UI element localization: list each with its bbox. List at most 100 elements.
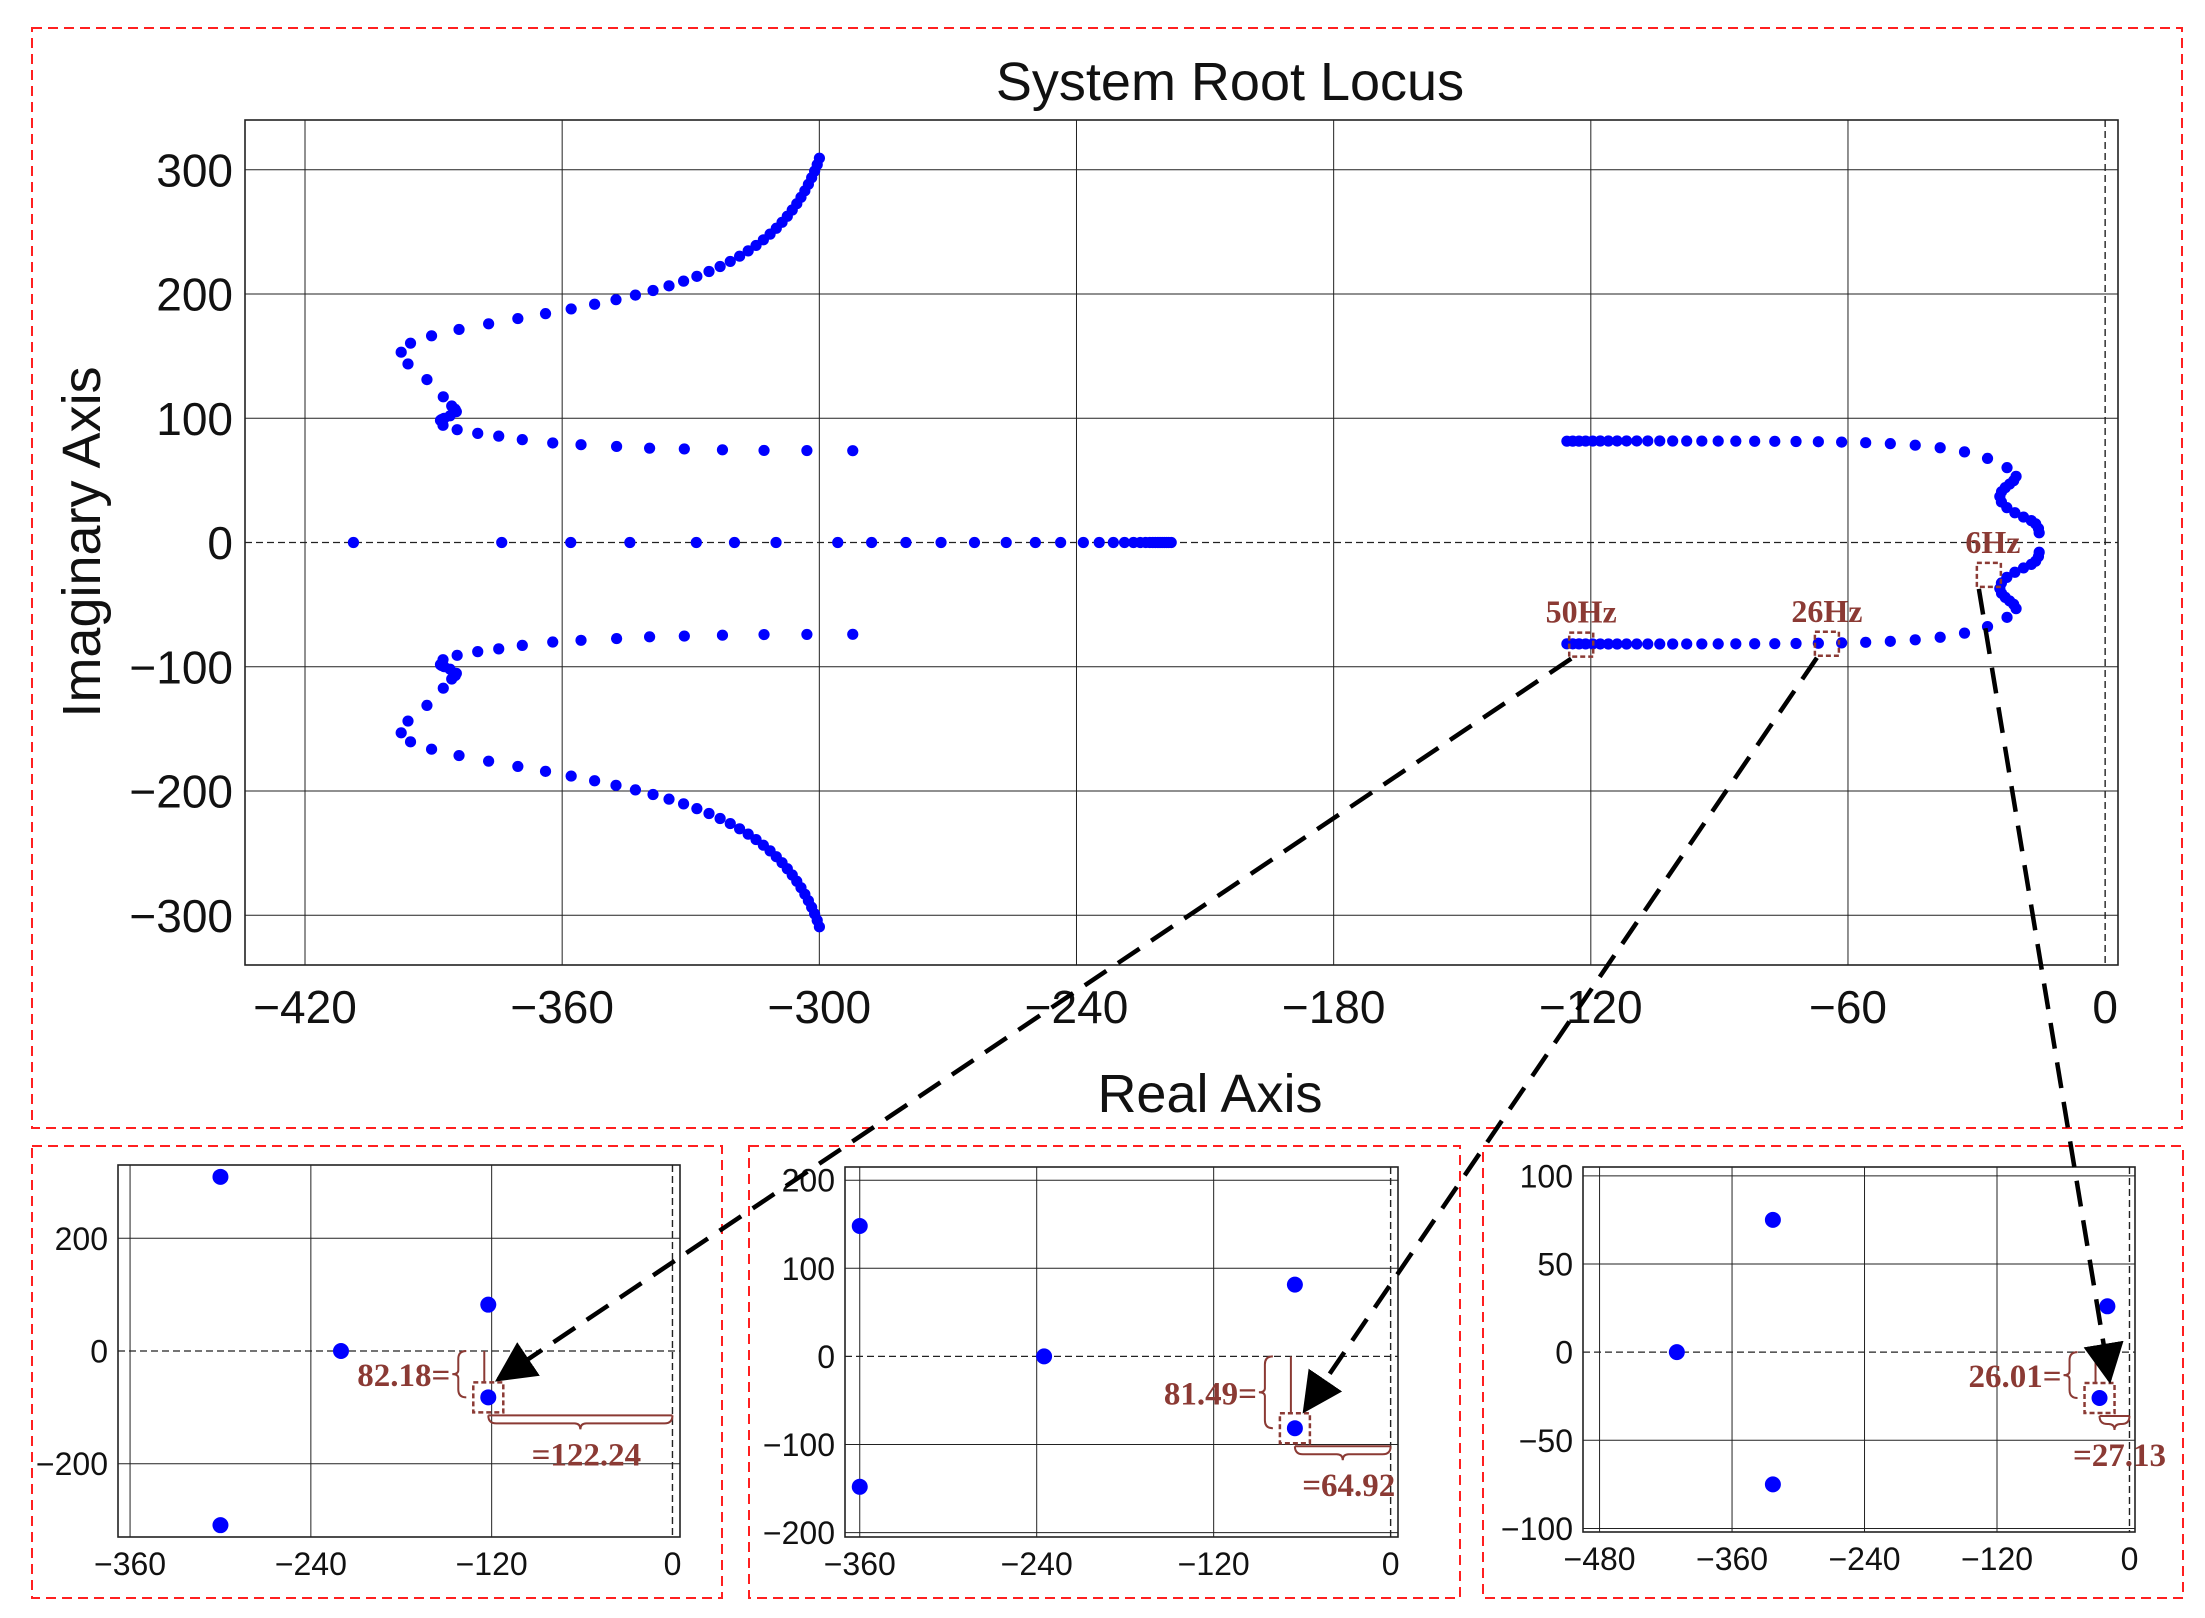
root-point: [1594, 638, 1606, 650]
root-point: [1631, 638, 1643, 650]
root-point: [728, 536, 741, 549]
root-point: [1668, 1344, 1685, 1361]
root-point: [2001, 571, 2013, 583]
root-point: [1118, 536, 1131, 549]
real-brace: [1293, 1446, 1392, 1461]
y-tick-label: 300: [156, 144, 233, 196]
imag-part-label: 26.01=: [1968, 1359, 2061, 1395]
root-point: [437, 391, 449, 403]
root-point: [724, 817, 736, 830]
root-point: [212, 1517, 229, 1534]
root-point: [1611, 435, 1623, 447]
root-point: [453, 749, 465, 762]
plot-frame: [1582, 1166, 2136, 1533]
root-point: [714, 812, 726, 825]
root-point: [663, 793, 675, 805]
x-tick-label: −360: [510, 981, 614, 1033]
real-brace: [487, 1415, 674, 1430]
x-tick-label: −240: [1828, 1541, 1900, 1577]
root-point: [703, 265, 715, 278]
root-point: [770, 536, 782, 549]
root-point: [451, 424, 463, 436]
x-tick-label: 0: [2121, 1541, 2139, 1577]
root-point: [1620, 435, 1633, 447]
root-point: [742, 245, 754, 257]
root-point: [1667, 435, 1679, 447]
imag-brace: [2063, 1351, 2078, 1400]
x-tick-label: 0: [1382, 1546, 1400, 1582]
y-tick-label: 50: [1537, 1247, 1573, 1283]
root-point: [493, 643, 505, 655]
root-point: [1631, 435, 1643, 447]
inset-6hz-frame: [1482, 1145, 2184, 1599]
root-point: [421, 699, 433, 711]
y-tick-label: −200: [129, 766, 233, 818]
root-point: [425, 743, 438, 755]
inset-50hz-frame: [31, 1145, 723, 1599]
highlight-box: [1278, 1411, 1312, 1445]
root-point: [1860, 636, 1872, 648]
inset-50hz-plot: −360 −240 −120 0 −200 0 200 82.18= =122.24: [36, 1164, 682, 1582]
root-point: [647, 284, 659, 297]
root-point: [1812, 436, 1824, 448]
root-point: [716, 629, 729, 641]
x-axis-label: Real Axis: [1097, 1064, 1322, 1124]
root-point: [402, 358, 414, 370]
zoom-arrow: [1302, 656, 1819, 1414]
main-panel-frame: [31, 27, 2183, 1129]
root-point: [1958, 446, 1971, 458]
root-point: [539, 765, 552, 777]
root-point: [629, 289, 642, 301]
x-tick-label: 0: [2092, 981, 2118, 1033]
x-tick-label: −420: [253, 981, 357, 1033]
root-point: [663, 280, 675, 292]
highlight-label: 50Hz: [1546, 594, 1617, 630]
root-point: [1790, 637, 1802, 650]
root-point: [832, 536, 844, 549]
x-tick-label: −360: [1696, 1541, 1768, 1577]
x-tick-label: −480: [1564, 1541, 1636, 1577]
y-tick-label: 200: [55, 1221, 108, 1257]
root-point: [734, 250, 746, 262]
real-part-label: =122.24: [532, 1437, 642, 1473]
root-point: [1642, 638, 1654, 650]
root-point: [1594, 435, 1606, 447]
root-point: [539, 308, 552, 320]
root-point: [437, 419, 449, 431]
x-tick-label: −120: [1961, 1541, 2033, 1577]
root-point: [453, 323, 465, 336]
root-point: [1165, 536, 1177, 549]
root-point: [629, 784, 642, 796]
root-point: [395, 727, 407, 739]
y-axis-label: Imaginary Axis: [52, 366, 112, 717]
root-point: [1107, 536, 1119, 549]
root-point: [1764, 1476, 1781, 1493]
root-point: [565, 536, 577, 549]
root-point: [1681, 435, 1693, 447]
root-point: [2099, 1298, 2116, 1315]
root-point: [750, 239, 762, 252]
root-point: [1712, 638, 1724, 650]
zoom-arrows: [494, 588, 2124, 1414]
x-tick-label: −240: [1025, 981, 1129, 1033]
root-point: [496, 536, 508, 549]
root-point: [847, 445, 859, 457]
root-point: [2033, 546, 2045, 558]
root-point: [402, 715, 414, 727]
root-point: [1934, 442, 1946, 454]
root-point: [2033, 527, 2045, 539]
zoom-arrow: [1976, 588, 2124, 1385]
y-tick-label: 0: [90, 1334, 108, 1370]
x-tick-label: −240: [1001, 1546, 1073, 1582]
root-point: [758, 628, 770, 641]
root-point: [1860, 437, 1872, 449]
root-point: [900, 536, 912, 549]
x-tick-label: −180: [1282, 981, 1386, 1033]
root-point: [866, 536, 878, 549]
y-tick-label: −100: [763, 1427, 835, 1463]
root-point: [1730, 638, 1742, 650]
x-tick-label: 0: [664, 1546, 682, 1582]
root-point: [716, 444, 729, 456]
y-tick-label: 100: [782, 1251, 835, 1287]
